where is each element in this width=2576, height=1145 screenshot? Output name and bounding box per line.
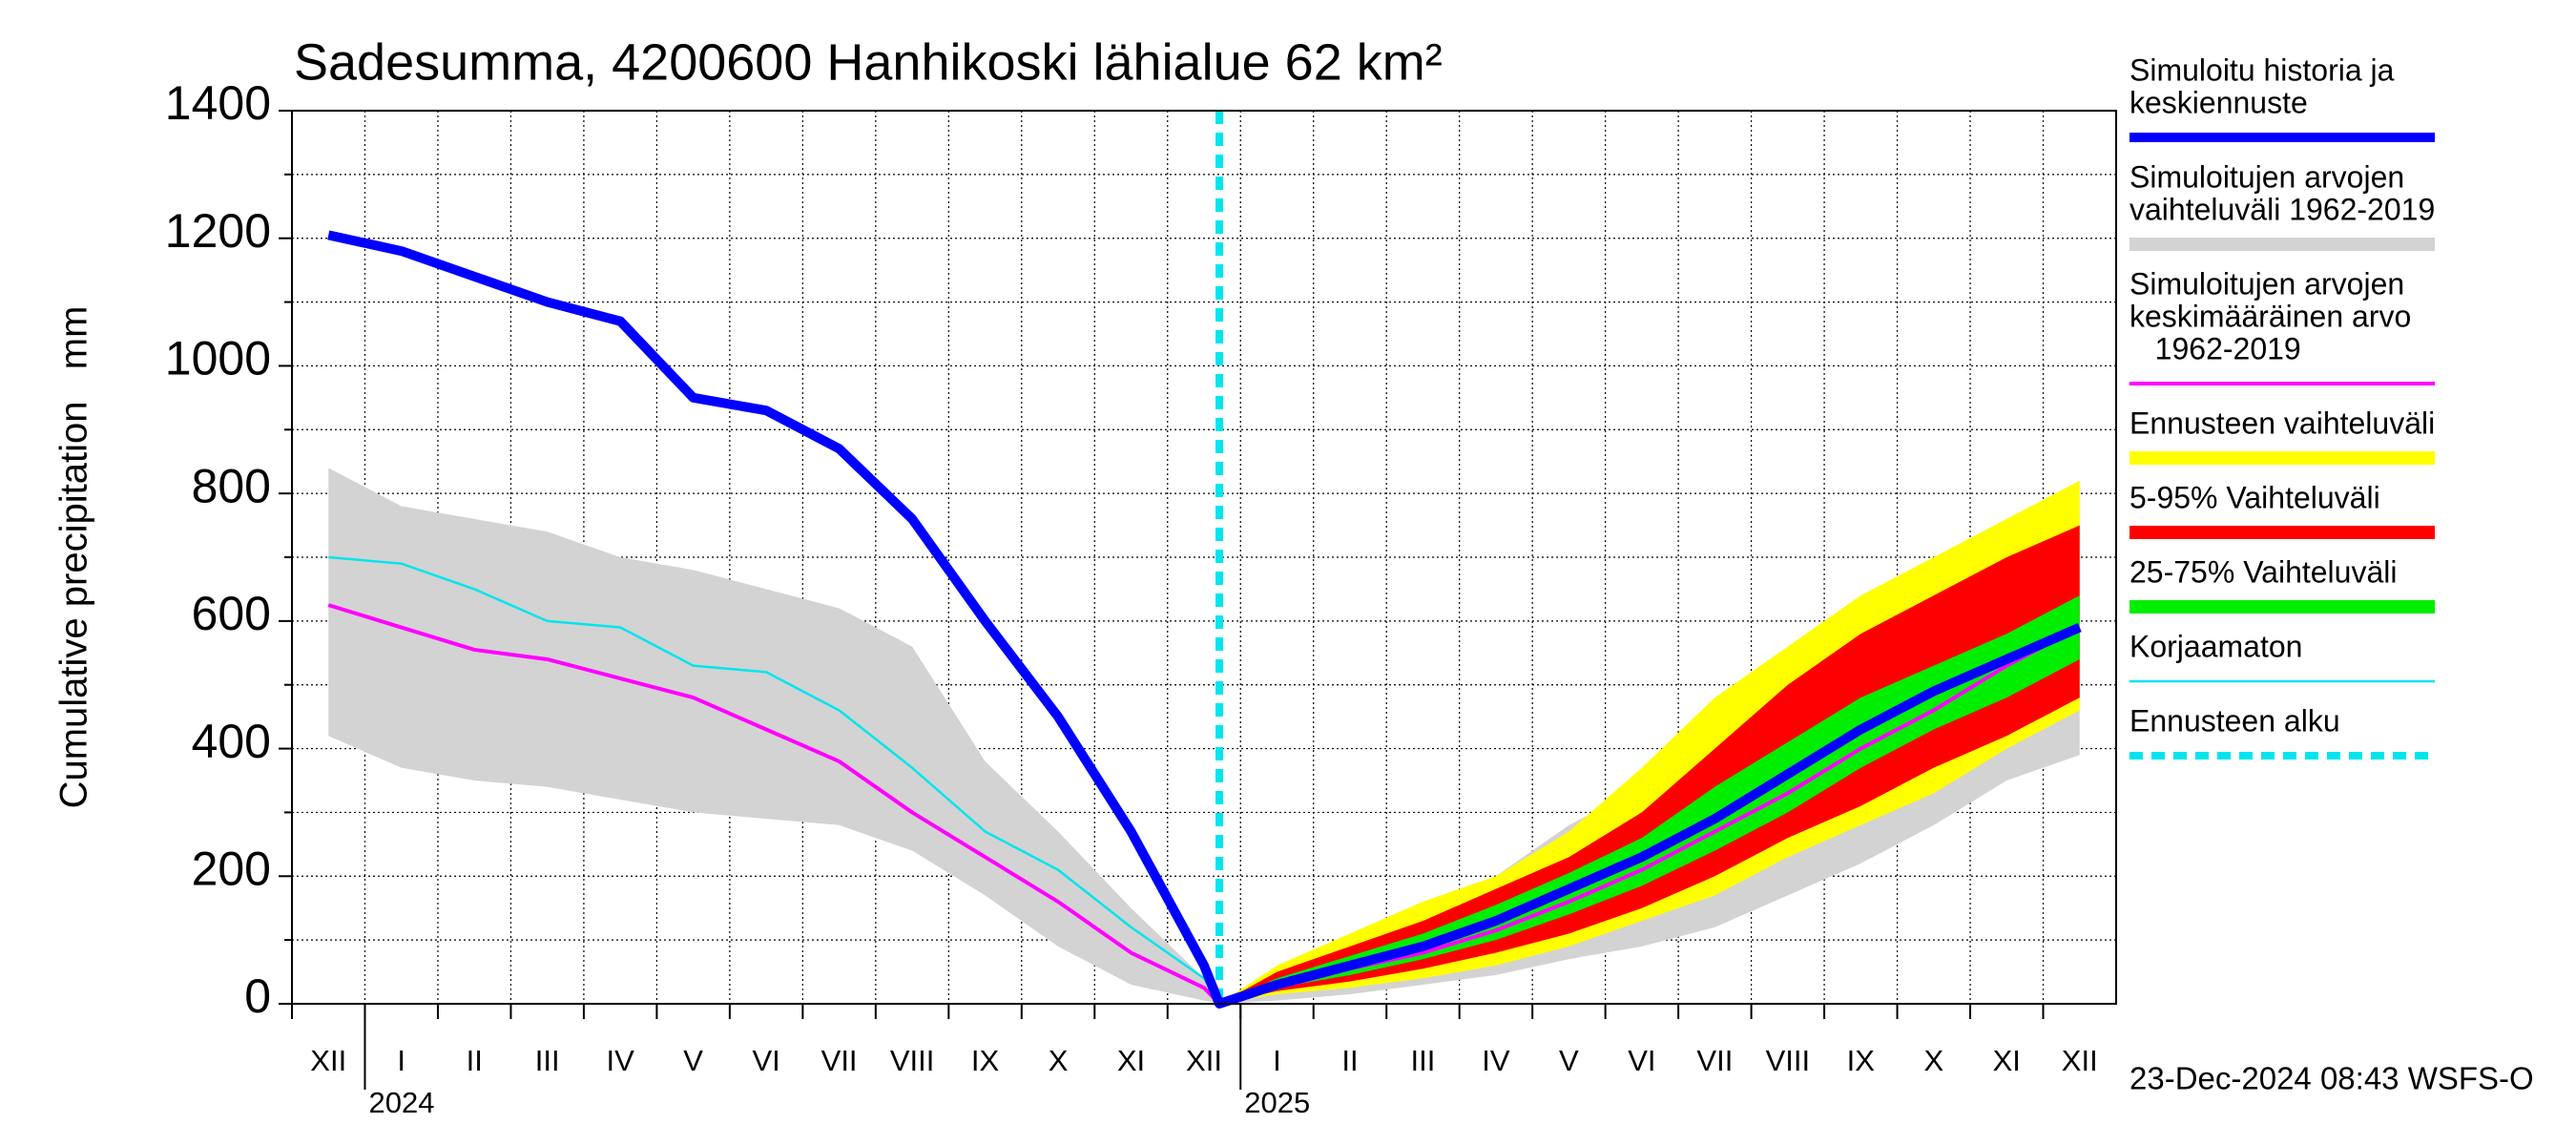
y-tick-label: 800 xyxy=(192,459,271,512)
legend-label: 25-75% Vaihteluväli xyxy=(2129,554,2397,589)
legend-label: Simuloitu historia ja xyxy=(2129,52,2395,87)
x-tick-label: IV xyxy=(607,1044,635,1077)
x-tick-label: IX xyxy=(971,1044,1000,1077)
x-tick-label: VII xyxy=(1696,1044,1733,1077)
x-tick-label: I xyxy=(397,1044,405,1077)
legend-label: vaihteluväli 1962-2019 xyxy=(2129,192,2435,226)
y-tick-label: 0 xyxy=(244,969,271,1023)
footer: 23-Dec-2024 08:43 WSFS-O xyxy=(2129,1061,2534,1096)
x-tick-label: V xyxy=(1559,1044,1579,1077)
x-tick-label: IX xyxy=(1847,1044,1876,1077)
x-tick-label: X xyxy=(1923,1044,1943,1077)
line xyxy=(328,555,1221,1005)
band xyxy=(1219,595,2080,1004)
y-tick-label: 400 xyxy=(192,715,271,768)
x-tick-label: XII xyxy=(1186,1044,1222,1077)
x-tick-label: I xyxy=(1273,1044,1281,1077)
x-tick-label: III xyxy=(1411,1044,1436,1077)
legend-label: 5-95% Vaihteluväli xyxy=(2129,480,2380,514)
legend-label: Simuloitujen arvojen xyxy=(2129,266,2404,301)
x-tick-label: X xyxy=(1049,1044,1069,1077)
y-tick-label: 1200 xyxy=(165,204,271,258)
x-tick-label: VI xyxy=(752,1044,779,1077)
x-tick-label: XI xyxy=(1993,1044,2021,1077)
x-tick-label: III xyxy=(535,1044,560,1077)
legend-label: keskimääräinen arvo xyxy=(2129,299,2411,333)
x-tick-label: V xyxy=(683,1044,703,1077)
x-tick-label: II xyxy=(1341,1044,1358,1077)
band xyxy=(1219,480,2080,1004)
x-tick-label: IV xyxy=(1482,1044,1510,1077)
x-tick-label: VII xyxy=(821,1044,858,1077)
band xyxy=(1219,525,2080,1004)
chart-title: Sadesumma, 4200600 Hanhikoski lähialue 6… xyxy=(294,33,1443,91)
legend-label: Ennusteen vaihteluväli xyxy=(2129,406,2435,440)
legend-label: Simuloitujen arvojen xyxy=(2129,159,2404,194)
y-tick-label: 1400 xyxy=(165,76,271,130)
x-tick-label: VIII xyxy=(1766,1044,1811,1077)
y-tick-label: 600 xyxy=(192,587,271,640)
x-tick-label: XII xyxy=(2062,1044,2098,1077)
x-tick-label: VIII xyxy=(890,1044,935,1077)
y-tick-label: 200 xyxy=(192,842,271,895)
line xyxy=(327,230,2082,1009)
legend-label: 1962-2019 xyxy=(2129,331,2301,365)
x-tick-label: VI xyxy=(1628,1044,1655,1077)
year-label: 2025 xyxy=(1244,1086,1310,1119)
y-tick-label: 1000 xyxy=(165,332,271,385)
year-label: 2024 xyxy=(368,1086,434,1119)
x-tick-label: II xyxy=(467,1044,483,1077)
legend-label: Ennusteen alku xyxy=(2129,703,2340,738)
legend-label: keskiennuste xyxy=(2129,85,2308,119)
y-axis-label: Cumulative precipitation mm xyxy=(53,306,95,809)
x-tick-label: XII xyxy=(310,1044,346,1077)
legend-label: Korjaamaton xyxy=(2129,629,2302,663)
x-tick-label: XI xyxy=(1117,1044,1145,1077)
